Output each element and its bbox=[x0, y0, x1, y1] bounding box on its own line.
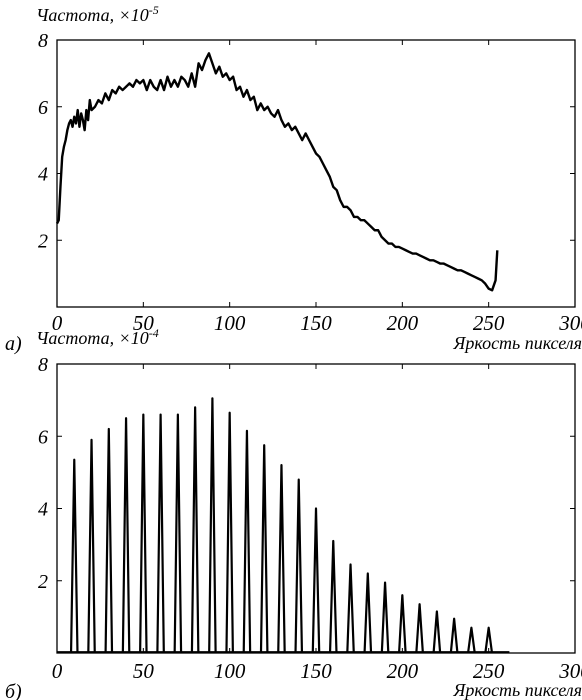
y-tick-label: 4 bbox=[38, 499, 48, 521]
y-tick-label: 6 bbox=[38, 426, 48, 448]
histogram-spike bbox=[277, 464, 286, 653]
histogram-spike bbox=[242, 429, 252, 653]
x-tick-label: 300 bbox=[558, 311, 582, 335]
y-tick-label: 8 bbox=[38, 354, 48, 376]
panel-label: a) bbox=[5, 333, 22, 355]
x-tick-label: 150 bbox=[300, 311, 332, 335]
panel-label: б) bbox=[5, 681, 22, 700]
y-axis-label-exponent: -4 bbox=[149, 326, 159, 340]
x-tick-label: 250 bbox=[473, 311, 505, 335]
x-axis-label: Яркость пикселя bbox=[453, 680, 582, 700]
histogram-spike bbox=[294, 478, 304, 653]
histogram-line bbox=[55, 52, 499, 292]
histogram-spike bbox=[139, 413, 148, 653]
histogram-spike bbox=[156, 413, 165, 653]
y-tick-label: 8 bbox=[38, 30, 48, 52]
histogram-spike bbox=[311, 507, 321, 653]
histogram-spike bbox=[104, 427, 114, 653]
histogram-spike bbox=[87, 438, 96, 653]
x-tick-label: 200 bbox=[387, 659, 419, 683]
y-tick-label: 2 bbox=[38, 230, 48, 252]
y-tick-label: 2 bbox=[38, 571, 48, 593]
histogram-spike bbox=[190, 406, 200, 653]
histogram-spike bbox=[432, 610, 442, 653]
x-tick-label: 50 bbox=[133, 311, 155, 335]
histogram-spike bbox=[208, 397, 217, 653]
y-axis-label: Частота, ×10-5 bbox=[36, 3, 159, 25]
histogram-spike bbox=[449, 617, 459, 653]
x-tick-label: 100 bbox=[214, 311, 246, 335]
histogram-spike bbox=[363, 572, 373, 653]
histogram-spike bbox=[259, 444, 269, 653]
x-tick-label: 0 bbox=[52, 311, 63, 335]
histogram-spike bbox=[484, 626, 493, 653]
histogram-spike bbox=[225, 411, 234, 653]
histogram-spike bbox=[69, 458, 79, 653]
y-axis-label: Частота, ×10-4 bbox=[36, 326, 159, 348]
histogram-spike bbox=[121, 417, 131, 653]
x-tick-label: 150 bbox=[300, 659, 332, 683]
x-axis-label: Яркость пикселя bbox=[453, 333, 582, 353]
histogram-spike bbox=[380, 581, 390, 653]
y-tick-label: 4 bbox=[38, 164, 48, 186]
x-tick-label: 200 bbox=[387, 311, 419, 335]
y-axis-label-main: Частота, ×10 bbox=[36, 5, 149, 25]
histogram-spike bbox=[467, 626, 476, 653]
panel-a: 0501001502002503002468Частота, ×10-5Ярко… bbox=[5, 3, 582, 355]
y-axis-label-exponent: -5 bbox=[149, 3, 159, 17]
x-tick-label: 100 bbox=[214, 659, 246, 683]
histogram-spike bbox=[346, 563, 355, 653]
histogram-spike bbox=[173, 413, 183, 653]
x-tick-label: 0 bbox=[52, 659, 63, 683]
y-tick-label: 6 bbox=[38, 97, 48, 119]
histogram-spike bbox=[398, 594, 407, 653]
x-tick-label: 250 bbox=[473, 659, 505, 683]
y-axis-label-main: Частота, ×10 bbox=[36, 328, 149, 348]
x-tick-label: 50 bbox=[133, 659, 155, 683]
panel-b: 0 50 100 150 200 250 300 2 4 6 8 Частота, ×10-4 Ярко… bbox=[5, 326, 582, 700]
histogram-spike bbox=[415, 603, 424, 653]
histogram-spike bbox=[328, 539, 338, 653]
x-tick-label: 300 bbox=[558, 659, 582, 683]
